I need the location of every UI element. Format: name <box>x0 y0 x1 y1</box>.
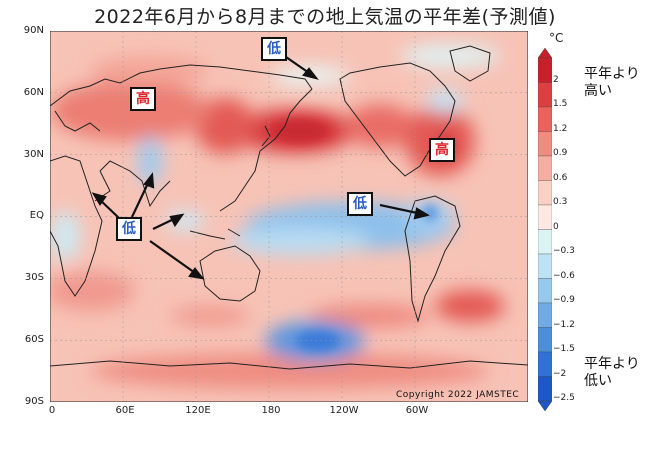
colorbar-tick-label: 2 <box>553 74 559 85</box>
lat-label-eq: EQ <box>29 210 44 221</box>
colorbar-tick-label: −0.9 <box>553 295 575 305</box>
colorbar-bottom-arrow <box>538 400 552 412</box>
colorbar-tick-label: 0.3 <box>553 197 568 207</box>
colorbar-segment <box>538 106 552 132</box>
lon-label-120e: 120E <box>185 405 211 416</box>
colorbar-note-low: 平年より 低い <box>584 356 640 390</box>
anomaly-map: 低 高 高 低 低 Copyright 2022 JAMSTEC <box>49 30 529 403</box>
high-label-north-america: 高 <box>429 138 455 162</box>
colorbar-segment <box>538 327 552 353</box>
colorbar-segment <box>538 351 552 377</box>
annotation-arrows <box>91 56 430 280</box>
colorbar-segment <box>538 376 552 402</box>
coastlines <box>50 45 528 370</box>
colorbar-tick-label: 0 <box>553 221 559 232</box>
map-title: 2022年6月から8月までの地上気温の平年差(予測値) <box>94 6 556 28</box>
map-canvas <box>49 30 529 403</box>
colorbar-tick-label: −2.5 <box>553 393 575 403</box>
colorbar-segment <box>538 229 552 255</box>
note-high-line2: 高い <box>584 83 612 99</box>
colorbar-segment <box>538 302 552 328</box>
low-label-south-america: 低 <box>347 192 373 216</box>
lon-label-0: 0 <box>48 405 56 416</box>
note-low-line1: 平年より <box>584 356 640 372</box>
colorbar-segment <box>538 57 552 83</box>
lon-label-60w: 60W <box>405 405 429 416</box>
colorbar-tick-label: −0.6 <box>553 270 575 281</box>
colorbar-tick-label: −1.5 <box>553 344 575 354</box>
colorbar-tick-label: 1.2 <box>553 123 568 134</box>
colorbar <box>538 48 552 412</box>
colorbar-unit: °C <box>549 31 564 45</box>
colorbar-segment <box>538 204 552 230</box>
colorbar-tick-label: 0.6 <box>553 172 568 183</box>
lat-label-60s: 60S <box>24 334 44 345</box>
colorbar-segment <box>538 180 552 206</box>
colorbar-tick-label: −2 <box>553 368 567 379</box>
low-label-arctic: 低 <box>261 37 287 61</box>
colorbar-top-arrow <box>538 48 552 59</box>
lat-label-30n: 30N <box>23 149 44 160</box>
colorbar-tick-label: 0.9 <box>553 148 568 158</box>
colorbar-segment <box>538 131 552 157</box>
colorbar-segment <box>538 278 552 304</box>
lat-label-90n: 90N <box>23 25 44 36</box>
lon-label-60e: 60E <box>115 405 135 416</box>
lon-label-180: 180 <box>261 405 281 416</box>
copyright-text: Copyright 2022 JAMSTEC <box>396 390 520 400</box>
note-high-line1: 平年より <box>584 66 640 82</box>
colorbar-segment <box>538 155 552 181</box>
low-label-indian-ocean: 低 <box>116 217 142 241</box>
colorbar-segment <box>538 82 552 108</box>
lat-label-60n: 60N <box>23 87 44 98</box>
lat-label-30s: 30S <box>24 272 44 283</box>
colorbar-note-high: 平年より 高い <box>584 66 640 100</box>
colorbar-segment <box>538 253 552 279</box>
colorbar-tick-label: 1.5 <box>553 99 568 109</box>
lon-label-120w: 120W <box>329 405 359 416</box>
colorbar-tick-label: −0.3 <box>553 246 575 256</box>
note-low-line2: 低い <box>584 373 612 389</box>
colorbar-tick-label: −1.2 <box>553 319 575 330</box>
high-label-eurasia: 高 <box>130 87 156 111</box>
lat-label-90s: 90S <box>24 396 44 407</box>
